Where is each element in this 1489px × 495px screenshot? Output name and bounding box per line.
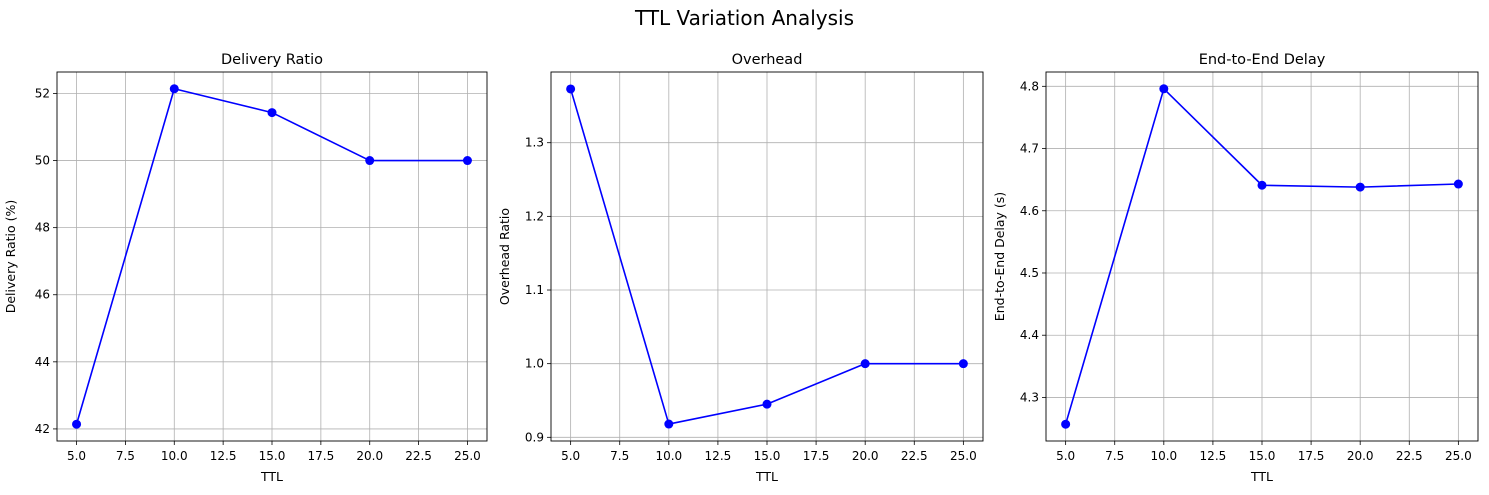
data-point bbox=[664, 419, 674, 429]
x-axis-label: TTL bbox=[1250, 469, 1273, 484]
data-point bbox=[365, 156, 375, 166]
y-tick-label: 48 bbox=[35, 221, 50, 235]
x-tick-label: 5.0 bbox=[561, 449, 580, 463]
y-tick-label: 44 bbox=[35, 355, 50, 369]
x-tick-label: 15.0 bbox=[1249, 449, 1276, 463]
subplot-2: 5.0 7.5 10.0 12.5 15.0 17.5 20.0 22.5 25.0 0.9 1.0… bbox=[497, 52, 984, 484]
x-tick-label: 10.0 bbox=[655, 449, 682, 463]
y-tick-label: 1.0 bbox=[525, 357, 544, 371]
x-tick-label: 20.0 bbox=[852, 449, 879, 463]
x-tick-label: 10.0 bbox=[1150, 449, 1177, 463]
x-tick-label: 7.5 bbox=[610, 449, 629, 463]
x-tick-label: 10.0 bbox=[161, 449, 188, 463]
subplot-title: End-to-End Delay bbox=[1199, 52, 1326, 68]
x-axis-label: TTL bbox=[260, 469, 283, 484]
subplot-3: 5.0 7.5 10.0 12.5 15.0 17.5 20.0 22.5 25.0 4.3 4.4… bbox=[992, 52, 1479, 484]
x-tick-label: 22.5 bbox=[405, 449, 432, 463]
x-tick-label: 5.0 bbox=[1056, 449, 1075, 463]
y-axis-label: Overhead Ratio bbox=[497, 208, 512, 305]
data-point bbox=[958, 359, 968, 369]
data-point bbox=[1453, 179, 1463, 189]
x-tick-label: 12.5 bbox=[210, 449, 237, 463]
x-tick-label: 22.5 bbox=[901, 449, 928, 463]
x-tick-label: 12.5 bbox=[1200, 449, 1227, 463]
x-tick-label: 7.5 bbox=[116, 449, 135, 463]
y-axis-label: Delivery Ratio (%) bbox=[3, 200, 18, 314]
x-tick-label: 12.5 bbox=[705, 449, 732, 463]
y-tick-label: 4.4 bbox=[1020, 328, 1039, 342]
x-tick-label: 17.5 bbox=[1298, 449, 1325, 463]
y-tick-label: 0.9 bbox=[525, 430, 544, 444]
data-point bbox=[566, 84, 576, 94]
y-tick-label: 50 bbox=[35, 154, 50, 168]
y-tick-label: 42 bbox=[35, 422, 50, 436]
axes-frame bbox=[1045, 71, 1479, 442]
y-tick-label: 1.1 bbox=[525, 283, 544, 297]
x-tick-label: 7.5 bbox=[1105, 449, 1124, 463]
figure-title: TTL Variation Analysis bbox=[634, 6, 855, 30]
subplot-1: 5.0 7.5 10.0 12.5 15.0 17.5 20.0 22.5 25.0 42 44 46… bbox=[3, 52, 488, 484]
y-tick-label: 46 bbox=[35, 288, 50, 302]
y-axis-label: End-to-End Delay (s) bbox=[992, 192, 1007, 321]
x-tick-label: 15.0 bbox=[259, 449, 286, 463]
y-tick-label: 4.7 bbox=[1020, 142, 1039, 156]
data-point bbox=[169, 84, 179, 94]
data-point bbox=[1061, 419, 1071, 429]
data-point bbox=[762, 399, 772, 409]
y-tick-label: 52 bbox=[35, 86, 50, 100]
subplot-title: Overhead bbox=[732, 52, 803, 68]
y-tick-label: 1.2 bbox=[525, 209, 544, 223]
x-tick-label: 5.0 bbox=[67, 449, 86, 463]
subplot-title: Delivery Ratio bbox=[221, 52, 323, 68]
x-tick-label: 22.5 bbox=[1396, 449, 1423, 463]
data-point bbox=[462, 156, 472, 166]
y-tick-label: 4.3 bbox=[1020, 390, 1039, 404]
x-axis-label: TTL bbox=[755, 469, 778, 484]
x-tick-label: 20.0 bbox=[356, 449, 383, 463]
x-tick-label: 17.5 bbox=[308, 449, 335, 463]
data-point bbox=[860, 359, 870, 369]
axes-frame bbox=[550, 71, 984, 442]
data-point bbox=[267, 108, 277, 118]
x-tick-label: 25.0 bbox=[950, 449, 977, 463]
y-tick-label: 4.5 bbox=[1020, 266, 1039, 280]
data-point bbox=[1159, 84, 1169, 94]
y-tick-label: 1.3 bbox=[525, 136, 544, 150]
x-tick-label: 17.5 bbox=[803, 449, 830, 463]
axes-frame bbox=[56, 71, 488, 442]
x-tick-label: 25.0 bbox=[1445, 449, 1472, 463]
data-point bbox=[72, 419, 82, 429]
x-tick-label: 15.0 bbox=[754, 449, 781, 463]
x-tick-label: 25.0 bbox=[454, 449, 481, 463]
y-tick-label: 4.6 bbox=[1020, 204, 1039, 218]
data-point bbox=[1257, 180, 1267, 190]
data-point bbox=[1355, 182, 1365, 192]
x-tick-label: 20.0 bbox=[1347, 449, 1374, 463]
y-tick-label: 4.8 bbox=[1020, 79, 1039, 93]
